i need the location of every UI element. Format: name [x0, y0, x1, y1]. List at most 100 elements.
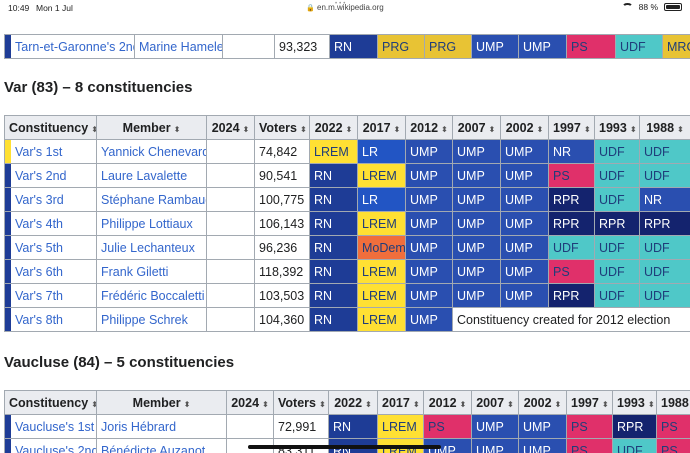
column-header-1997[interactable]: 1997 ⬍: [548, 115, 595, 140]
column-header-2022[interactable]: 2022 ⬍: [309, 115, 358, 140]
cell-2024: [206, 211, 255, 236]
sort-icon[interactable]: ⬍: [91, 400, 95, 409]
column-header-1988[interactable]: 1988⬍: [656, 390, 690, 415]
multitask-dots-icon[interactable]: •••: [335, 1, 348, 7]
member-link[interactable]: Philippe Lottiaux: [101, 216, 193, 231]
column-header-label: 2022: [334, 395, 363, 410]
party-cell: UMP: [500, 187, 549, 212]
table-row: Tarn-et-Garonne's 2nd Marine Hamelet 93,32…: [4, 34, 690, 59]
column-header-2007[interactable]: 2007 ⬍: [452, 115, 501, 140]
column-header-2017[interactable]: 2017 ⬍: [377, 390, 424, 415]
party-color-bar: [5, 415, 11, 438]
party-cell: NR: [548, 139, 595, 164]
party-color-bar: [5, 260, 11, 283]
sort-icon[interactable]: ⬍: [318, 399, 326, 409]
column-header-label: Voters: [259, 120, 297, 135]
column-header-2024[interactable]: 2024 ⬍: [226, 390, 274, 415]
member-cell: Frank Giletti: [96, 259, 207, 284]
sort-icon[interactable]: ⬍: [554, 399, 562, 409]
column-header-member[interactable]: Member ⬍: [96, 115, 207, 140]
sort-icon[interactable]: ⬍: [393, 124, 401, 134]
sort-icon[interactable]: ⬍: [299, 124, 307, 134]
party-cell: RN: [328, 414, 378, 439]
sort-icon[interactable]: ⬍: [677, 124, 684, 134]
sort-icon[interactable]: ⬍: [459, 399, 467, 409]
column-header-voters[interactable]: Voters ⬍: [254, 115, 310, 140]
table-row: Var's 5th Julie Lechanteux 96,236 RN MoDem UM…: [4, 235, 690, 260]
constituency-link[interactable]: Var's 5th: [15, 240, 64, 255]
member-link[interactable]: Frank Giletti: [101, 264, 169, 279]
sort-icon[interactable]: ⬍: [183, 399, 191, 409]
constituency-link[interactable]: Var's 6th: [15, 264, 64, 279]
member-link[interactable]: Julie Lechanteux: [101, 240, 195, 255]
party-cell: LREM: [377, 414, 424, 439]
member-cell: Marine Hamelet: [134, 34, 223, 59]
party-cell: RPR: [548, 187, 595, 212]
member-link[interactable]: Yannick Chenevard: [101, 144, 207, 159]
constituency-link[interactable]: Vaucluse's 2nd: [15, 443, 97, 453]
member-link[interactable]: Stéphane Rambaud: [101, 192, 207, 207]
column-header-2022[interactable]: 2022 ⬍: [328, 390, 378, 415]
sort-icon[interactable]: ⬍: [507, 399, 514, 409]
sort-icon[interactable]: ⬍: [173, 124, 181, 134]
party-cell: UMP: [452, 259, 501, 284]
member-link[interactable]: Philippe Schrek: [101, 312, 188, 327]
sort-icon[interactable]: ⬍: [345, 124, 353, 134]
column-header-constituency[interactable]: Constituency⬍: [4, 390, 97, 415]
column-header-1993[interactable]: 1993 ⬍: [594, 115, 640, 140]
url-bar[interactable]: 🔒 en.m.wikipedia.org: [0, 3, 690, 12]
column-header-2024[interactable]: 2024 ⬍: [206, 115, 255, 140]
sort-icon[interactable]: ⬍: [647, 399, 655, 409]
sort-icon[interactable]: ⬍: [262, 399, 269, 409]
column-header-1993[interactable]: 1993 ⬍: [612, 390, 657, 415]
party-cell: UDF: [594, 139, 640, 164]
table-row: Var's 8th Philippe Schrek 104,360 RN LREM UMP…: [4, 307, 690, 332]
column-header-constituency[interactable]: Constituency⬍: [4, 115, 97, 140]
member-link[interactable]: Joris Hébrard: [101, 419, 177, 434]
constituency-link[interactable]: Var's 4th: [15, 216, 64, 231]
sort-icon[interactable]: ⬍: [365, 399, 372, 409]
constituency-link[interactable]: Var's 8th: [15, 312, 64, 327]
member-link[interactable]: Marine Hamelet: [139, 39, 223, 54]
constituency-link[interactable]: Var's 2nd: [15, 168, 67, 183]
column-header-label: 1988: [661, 395, 689, 410]
constituency-link[interactable]: Var's 3rd: [15, 192, 64, 207]
member-link[interactable]: Bénédicte Auzanot: [101, 443, 206, 453]
sort-icon[interactable]: ⬍: [242, 124, 250, 134]
column-header-2002[interactable]: 2002 ⬍: [500, 115, 549, 140]
constituency-link[interactable]: Vaucluse's 1st: [15, 419, 95, 434]
column-header-2012[interactable]: 2012 ⬍: [405, 115, 453, 140]
column-header-2007[interactable]: 2007 ⬍: [471, 390, 519, 415]
party-cell: PS: [566, 414, 613, 439]
sort-icon[interactable]: ⬍: [91, 125, 95, 134]
party-cell: UMP: [423, 438, 472, 453]
party-cell: UMP: [405, 211, 453, 236]
party-cell: PRG: [377, 34, 425, 59]
column-header-2017[interactable]: 2017 ⬍: [357, 115, 406, 140]
sort-icon[interactable]: ⬍: [441, 124, 448, 134]
sort-icon[interactable]: ⬍: [583, 124, 591, 134]
member-link[interactable]: Frédéric Boccaletti: [101, 288, 205, 303]
constituency-cell: Var's 4th: [4, 211, 97, 236]
column-header-2012[interactable]: 2012 ⬍: [423, 390, 472, 415]
member-link[interactable]: Laure Lavalette: [101, 168, 188, 183]
column-header-2002[interactable]: 2002 ⬍: [518, 390, 567, 415]
column-header-1988[interactable]: 1988⬍: [639, 115, 690, 140]
cell-2024: [206, 187, 255, 212]
sort-icon[interactable]: ⬍: [601, 399, 609, 409]
column-header-member[interactable]: Member ⬍: [96, 390, 227, 415]
sort-icon[interactable]: ⬍: [536, 124, 544, 134]
party-cell: UMP: [452, 283, 501, 308]
sort-icon[interactable]: ⬍: [488, 124, 496, 134]
party-color-bar: [5, 188, 11, 211]
constituency-link[interactable]: Tarn-et-Garonne's 2nd: [15, 39, 135, 54]
home-indicator[interactable]: [248, 445, 441, 449]
party-cell: UMP: [405, 283, 453, 308]
constituency-link[interactable]: Var's 1st: [15, 144, 63, 159]
constituency-link[interactable]: Var's 7th: [15, 288, 64, 303]
column-header-1997[interactable]: 1997 ⬍: [566, 390, 613, 415]
column-header-voters[interactable]: Voters ⬍: [273, 390, 329, 415]
sort-icon[interactable]: ⬍: [412, 399, 420, 409]
party-cell: RPR: [548, 283, 595, 308]
sort-icon[interactable]: ⬍: [629, 124, 637, 134]
